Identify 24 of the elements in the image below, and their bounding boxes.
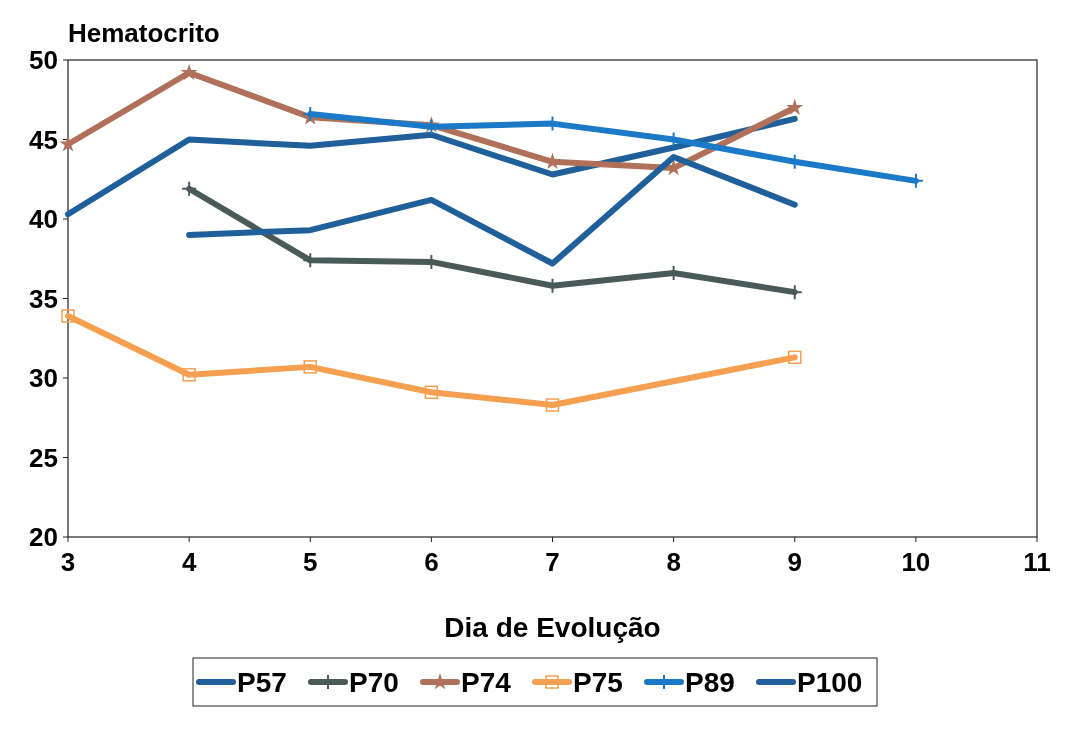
x-tick-label: 4	[181, 547, 197, 577]
legend-label: P74	[461, 666, 512, 698]
y-tick-label: 50	[29, 45, 58, 76]
legend-label: P75	[573, 666, 623, 698]
legend-label: P89	[685, 666, 735, 698]
legend-label: P70	[349, 666, 399, 698]
y-tick-label: 35	[29, 283, 58, 314]
x-axis-title: Dia de Evolução	[444, 612, 661, 643]
x-tick-label: 11	[1023, 547, 1051, 577]
y-axis-title: Hematocrito	[68, 18, 220, 48]
legend-label: P100	[797, 666, 863, 698]
y-tick-label: 25	[29, 442, 58, 473]
x-tick-label: 7	[545, 547, 560, 577]
x-tick-label: 10	[901, 547, 931, 577]
legend-label: P57	[237, 666, 287, 698]
y-tick-label: 20	[29, 522, 58, 553]
x-tick-label: 6	[424, 547, 439, 577]
y-tick-label: 30	[29, 363, 58, 394]
y-tick-label: 40	[29, 204, 58, 235]
x-tick-label: 9	[787, 547, 802, 577]
x-tick-label: 5	[303, 547, 318, 577]
x-tick-label: 8	[666, 547, 681, 577]
x-tick-label: 3	[60, 547, 76, 577]
y-tick-label: 45	[29, 124, 58, 155]
